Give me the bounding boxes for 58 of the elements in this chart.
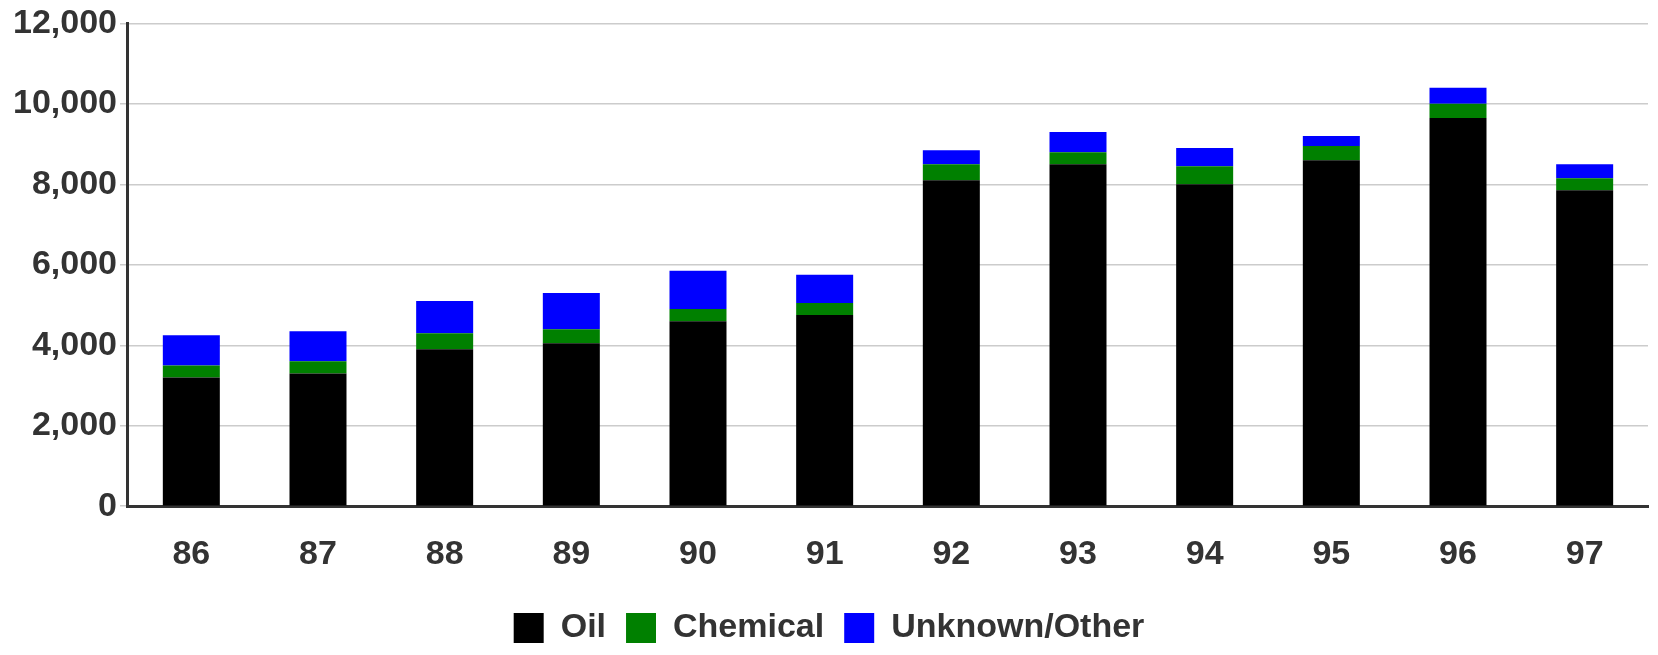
bar — [162, 377, 220, 506]
x-tick-label: 90 — [679, 532, 717, 571]
bar — [1556, 178, 1614, 191]
x-tick-label: 92 — [932, 532, 971, 571]
bar — [542, 343, 600, 506]
legend-label: Oil — [560, 606, 607, 645]
x-tick-label: 91 — [805, 532, 844, 571]
x-tick-label: 96 — [1439, 532, 1477, 571]
bar — [669, 309, 727, 322]
bar — [1176, 166, 1234, 185]
bar — [922, 180, 980, 506]
bar — [922, 164, 980, 181]
y-tick-label: 4,000 — [31, 323, 117, 362]
bar — [922, 150, 980, 165]
bar — [1429, 87, 1487, 104]
y-tick-label: 8,000 — [31, 162, 117, 201]
bar — [1302, 160, 1360, 506]
y-tick-label: 10,000 — [12, 82, 117, 121]
bar — [1049, 152, 1107, 165]
legend-label: Unknown/Other — [891, 606, 1145, 645]
bar — [162, 335, 220, 366]
bar — [416, 333, 474, 350]
x-tick-label: 93 — [1059, 532, 1097, 571]
bar — [669, 321, 727, 506]
bar — [1049, 132, 1107, 153]
bar — [796, 303, 854, 316]
x-tick-label: 94 — [1185, 532, 1224, 571]
x-tick-label: 95 — [1312, 532, 1351, 571]
bar — [289, 373, 347, 506]
bar — [1049, 164, 1107, 506]
bar — [669, 270, 727, 310]
bar — [796, 274, 854, 304]
bar — [1176, 184, 1234, 506]
y-tick-label: 0 — [98, 484, 117, 523]
x-tick-label: 97 — [1565, 532, 1604, 571]
bar — [162, 365, 220, 378]
bar — [416, 349, 474, 506]
bar — [416, 301, 474, 334]
y-tick-label: 2,000 — [31, 404, 117, 443]
legend-label: Chemical — [673, 606, 825, 645]
bar — [289, 331, 347, 362]
bar — [289, 361, 347, 374]
bar — [1302, 136, 1360, 147]
bar — [1429, 103, 1487, 118]
bar — [542, 329, 600, 344]
x-tick-label: 89 — [552, 532, 591, 571]
x-tick-label: 86 — [172, 532, 211, 571]
bar — [542, 292, 600, 330]
y-tick-label: 6,000 — [31, 243, 117, 282]
y-tick-label: 12,000 — [12, 1, 117, 40]
bar — [1176, 148, 1234, 167]
bar — [1556, 164, 1614, 179]
bar — [1302, 146, 1360, 161]
x-tick-label: 87 — [299, 532, 337, 571]
bar — [1556, 190, 1614, 506]
bar — [796, 315, 854, 506]
x-tick-label: 88 — [425, 532, 464, 571]
bar — [1429, 117, 1487, 506]
